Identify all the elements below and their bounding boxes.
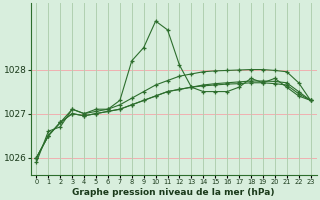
X-axis label: Graphe pression niveau de la mer (hPa): Graphe pression niveau de la mer (hPa)	[72, 188, 275, 197]
